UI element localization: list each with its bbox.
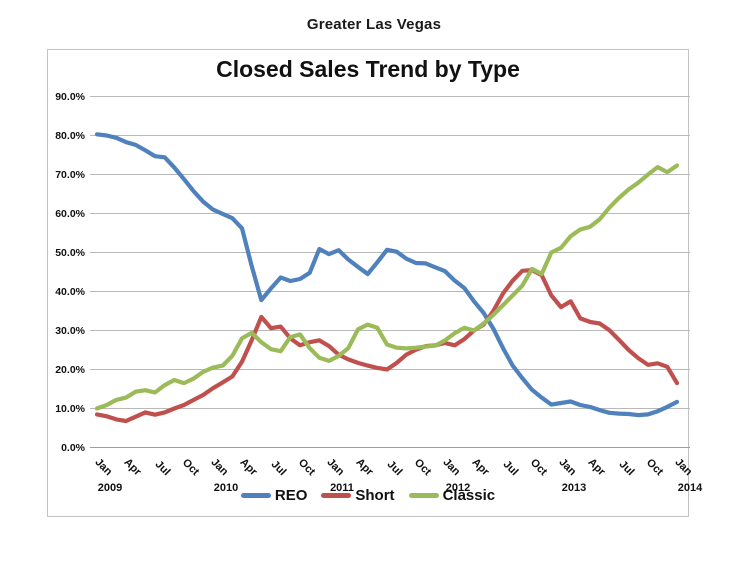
series-line-classic (94, 163, 680, 411)
legend-label-short: Short (355, 487, 395, 504)
x-year-label: 2009 (98, 482, 122, 494)
x-tick-label: Apr (353, 456, 375, 478)
x-tick-label: Jul (617, 458, 637, 478)
x-tick-label: Jul (153, 458, 173, 478)
chart-title: Closed Sales Trend by Type (216, 56, 520, 82)
y-tick-label: 10.0% (55, 403, 85, 415)
x-year-label: 2011 (330, 482, 354, 494)
x-tick-label: Jan (672, 456, 694, 478)
x-tick-label: Jan (440, 456, 462, 478)
y-tick-label: 70.0% (55, 169, 85, 181)
series-line-reo (94, 132, 680, 418)
x-tick-label: Oct (180, 457, 202, 479)
legend-swatch-reo (240, 493, 271, 498)
y-tick-label: 30.0% (55, 325, 85, 337)
y-tick-label: 50.0% (55, 247, 85, 259)
y-tick-label: 20.0% (55, 364, 85, 376)
y-tick-label: 80.0% (55, 130, 85, 142)
x-tick-label: Jan (324, 456, 346, 478)
x-tick-label: Jan (556, 456, 578, 478)
x-tick-label: Oct (528, 457, 550, 479)
x-tick-label: Jul (501, 458, 521, 478)
legend-swatch-classic (408, 493, 439, 498)
x-tick-label: Jan (92, 456, 114, 478)
x-tick-label: Apr (121, 456, 143, 478)
y-tick-label: 40.0% (55, 286, 85, 298)
chart-frame (47, 49, 689, 517)
x-tick-label: Apr (237, 456, 259, 478)
x-year-label: 2010 (214, 482, 238, 494)
x-tick-label: Oct (296, 457, 318, 479)
page-title: Greater Las Vegas (306, 16, 442, 33)
x-year-label: 2013 (562, 482, 586, 494)
x-tick-label: Jul (385, 458, 405, 478)
legend-swatch-short (321, 493, 352, 498)
y-tick-label: 60.0% (55, 208, 85, 220)
legend-item-short: Short (321, 487, 395, 504)
y-tick-label: 0.0% (61, 442, 86, 454)
legend-label-classic: Classic (442, 487, 496, 504)
x-tick-label: Apr (585, 456, 607, 478)
x-tick-label: Apr (469, 456, 491, 478)
x-tick-label: Oct (412, 457, 434, 479)
series-line-short (94, 268, 680, 424)
legend-item-classic: Classic (408, 487, 496, 504)
legend-label-reo: REO (274, 487, 308, 504)
chart-legend: REO Short Classic (47, 487, 689, 504)
x-year-label: 2012 (446, 482, 470, 494)
x-year-label: 2014 (678, 482, 703, 494)
x-tick-label: Jul (269, 458, 289, 478)
legend-item-reo: REO (240, 487, 308, 504)
x-tick-label: Jan (208, 456, 230, 478)
x-tick-label: Oct (644, 457, 666, 479)
y-tick-label: 90.0% (55, 91, 85, 103)
